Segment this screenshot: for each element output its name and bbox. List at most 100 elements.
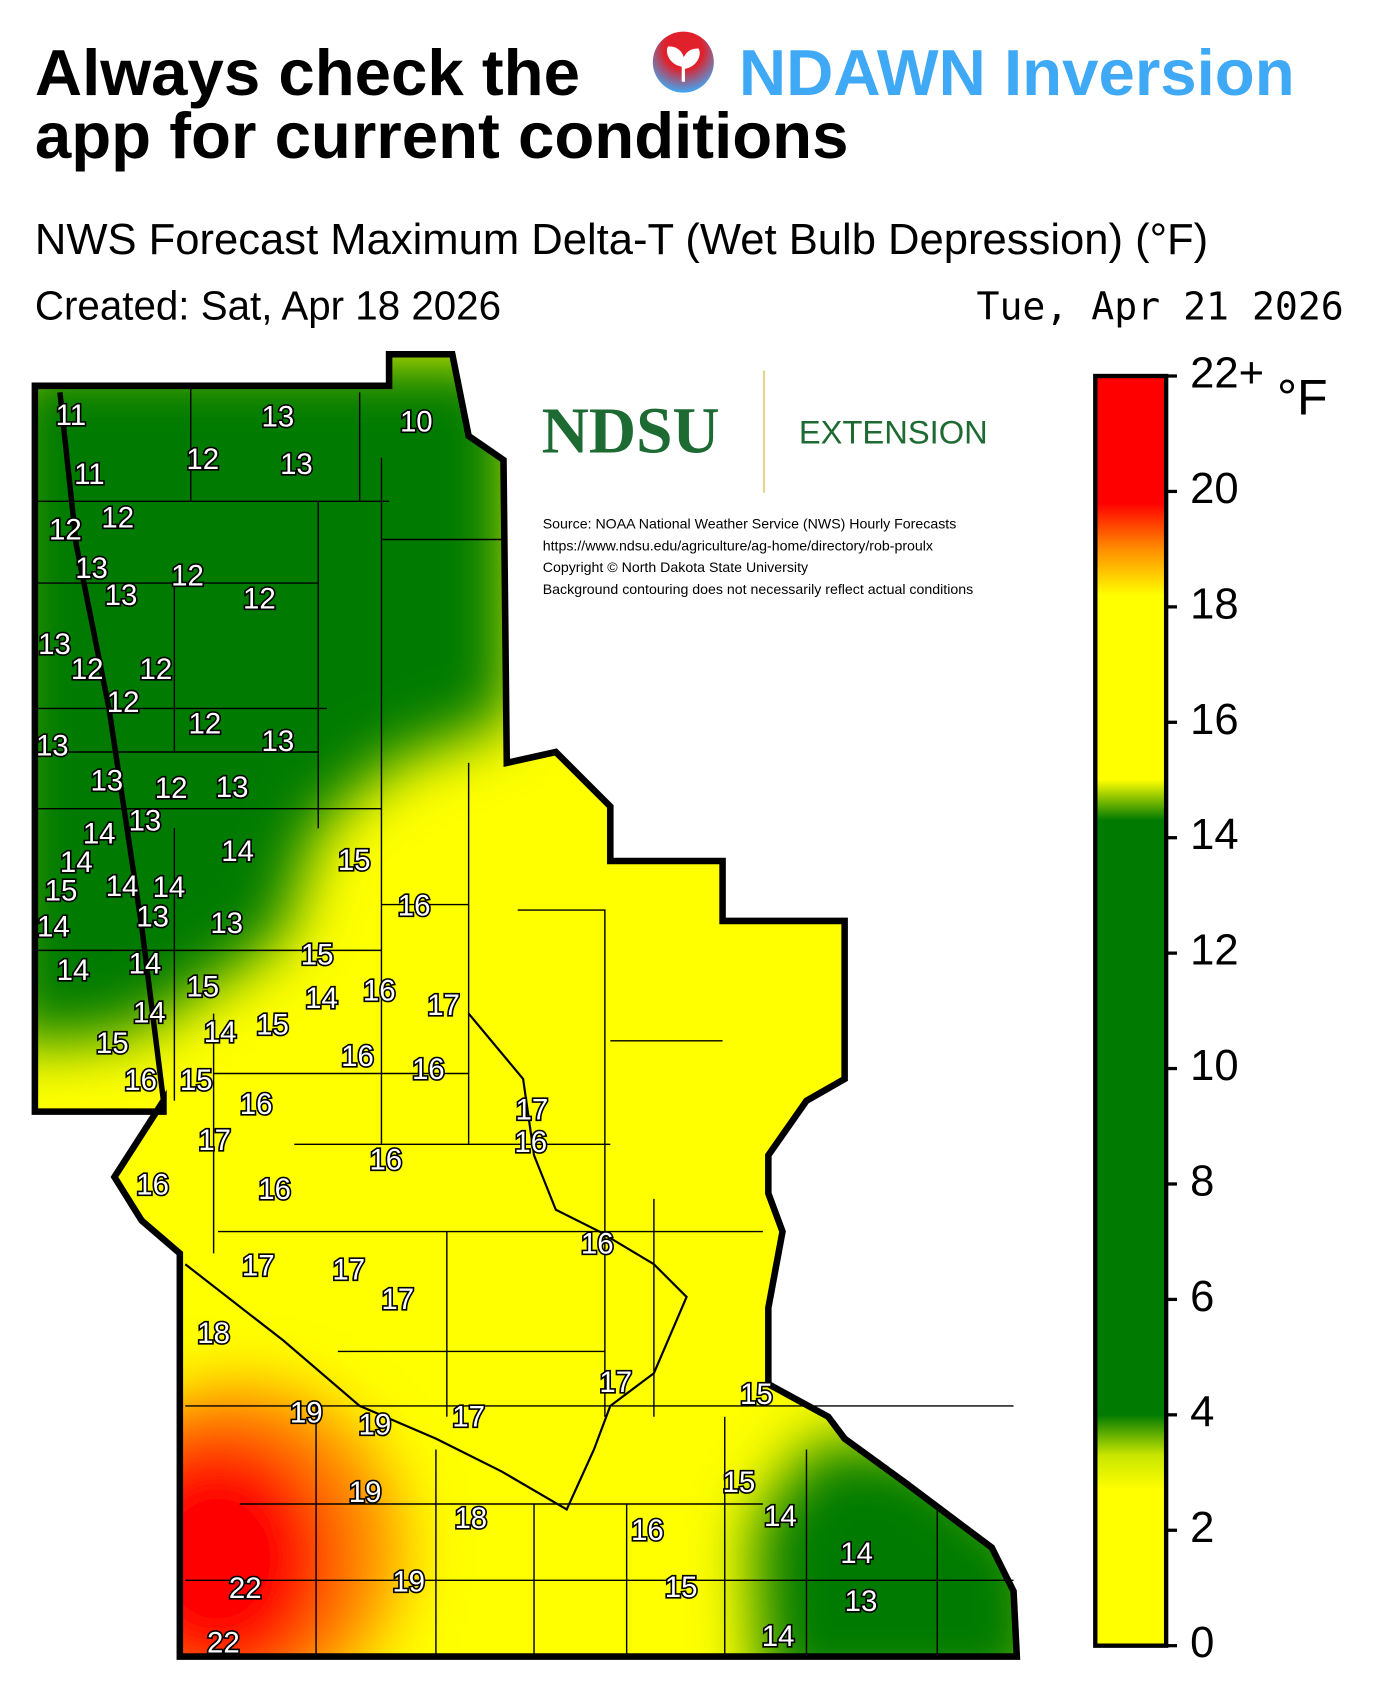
station-value: 17	[452, 1401, 485, 1434]
station-value: 16	[369, 1144, 402, 1177]
tick-label: 8	[1190, 1157, 1214, 1205]
station-value: 18	[454, 1502, 487, 1535]
station-value: 13	[262, 725, 295, 758]
station-value: 18	[197, 1317, 230, 1350]
station-value: 12	[107, 686, 140, 719]
station-value: 12	[101, 502, 134, 535]
station-value: 13	[38, 628, 71, 661]
station-value: 15	[723, 1466, 756, 1499]
title: app for current conditions	[35, 99, 849, 172]
station-value: 14	[106, 870, 139, 903]
colorbar-unit: °F	[1277, 369, 1328, 425]
note-line: Source: NOAA National Weather Service (N…	[543, 517, 957, 533]
station-value: 17	[515, 1093, 548, 1126]
station-value: 13	[75, 552, 108, 585]
station-value: 13	[105, 579, 138, 612]
tick-label: 18	[1190, 580, 1238, 628]
logo-unit: EXTENSION	[799, 414, 988, 451]
county-lines	[34, 385, 1014, 1657]
station-value: 11	[74, 458, 105, 491]
forecast-date: Tue, Apr 21 2026	[977, 284, 1344, 328]
station-value: 14	[221, 835, 254, 868]
station-value: 14	[840, 1537, 873, 1570]
station-value: 17	[198, 1124, 231, 1157]
station-value: 13	[129, 805, 162, 838]
station-value: 15	[45, 874, 78, 907]
station-value: 16	[240, 1088, 273, 1121]
station-value: 22	[207, 1626, 240, 1659]
station-value: 13	[36, 729, 69, 762]
notes: Source: NOAA National Weather Service (N…	[543, 517, 973, 598]
tick-label: 20	[1190, 465, 1238, 513]
station-value: 15	[665, 1571, 698, 1604]
station-value: 15	[301, 939, 334, 972]
station-value: 16	[124, 1064, 157, 1097]
station-value: 12	[243, 582, 276, 615]
station-value: 12	[49, 514, 82, 547]
station-value: 17	[332, 1254, 365, 1287]
station-value: 10	[400, 406, 433, 439]
station-value: 13	[90, 764, 123, 797]
station-value: 14	[153, 871, 186, 904]
station-value: 13	[210, 907, 243, 940]
station-value: 17	[599, 1366, 632, 1399]
station-value: 14	[129, 947, 162, 980]
subtitle: NWS Forecast Maximum Delta-T (Wet Bulb D…	[35, 216, 1208, 264]
station-value: 16	[581, 1227, 614, 1260]
station-value: 13	[845, 1585, 878, 1618]
tick-label: 14	[1190, 811, 1238, 859]
station-value: 16	[398, 890, 431, 923]
station-value: 14	[764, 1500, 797, 1533]
station-value: 19	[359, 1408, 392, 1441]
station-value: 16	[341, 1040, 374, 1073]
station-value: 13	[262, 400, 295, 433]
station-value: 19	[392, 1565, 425, 1598]
station-value: 16	[412, 1053, 445, 1086]
tick-label: 0	[1190, 1619, 1214, 1667]
station-value: 17	[381, 1283, 414, 1316]
app-name[interactable]: NDAWN Inversion	[739, 36, 1295, 109]
note-line: Copyright © North Dakota State Universit…	[543, 560, 809, 576]
station-value: 15	[186, 970, 219, 1003]
station-value: 15	[96, 1027, 129, 1060]
logo-name: NDSU	[542, 395, 720, 467]
station-value: 12	[189, 708, 222, 741]
tick-label: 12	[1190, 927, 1238, 975]
station-value: 19	[349, 1476, 382, 1509]
note-line: Background contouring does not necessari…	[543, 582, 973, 598]
station-value: 15	[256, 1008, 289, 1041]
note-line: https://www.ndsu.edu/agriculture/ag-home…	[543, 538, 933, 554]
station-value: 12	[139, 653, 172, 686]
station-value: 14	[305, 982, 338, 1015]
tick-label: 16	[1190, 696, 1238, 744]
station-value: 22	[229, 1572, 262, 1605]
station-value: 14	[133, 996, 166, 1029]
tick-label: 22+	[1190, 350, 1264, 398]
station-value: 14	[57, 954, 90, 987]
station-value: 17	[427, 989, 460, 1022]
app-icon	[652, 31, 714, 93]
colorbar	[1093, 373, 1169, 1648]
station-value: 12	[171, 559, 204, 592]
tick-label: 10	[1190, 1042, 1238, 1090]
station-value: 13	[136, 901, 169, 934]
station-value: 14	[60, 846, 93, 879]
station-value: 16	[514, 1126, 547, 1159]
created-date: Created: Sat, Apr 18 2026	[35, 282, 501, 328]
station-value: 13	[216, 771, 249, 804]
station-value: 12	[155, 772, 188, 805]
station-value: 14	[204, 1016, 237, 1049]
station-value: 16	[136, 1169, 169, 1202]
tick-label: 4	[1190, 1388, 1214, 1436]
station-value: 16	[631, 1514, 664, 1547]
station-value: 17	[242, 1249, 275, 1282]
colorbar-ticks: 0 2 4 6 8 10 12 14 16 18 20 22+	[1166, 350, 1264, 1667]
station-value: 15	[740, 1378, 773, 1411]
station-value: 15	[180, 1064, 213, 1097]
station-value: 15	[338, 844, 371, 877]
station-value: 14	[37, 910, 70, 943]
station-value: 19	[290, 1396, 323, 1429]
station-value: 14	[762, 1620, 795, 1653]
